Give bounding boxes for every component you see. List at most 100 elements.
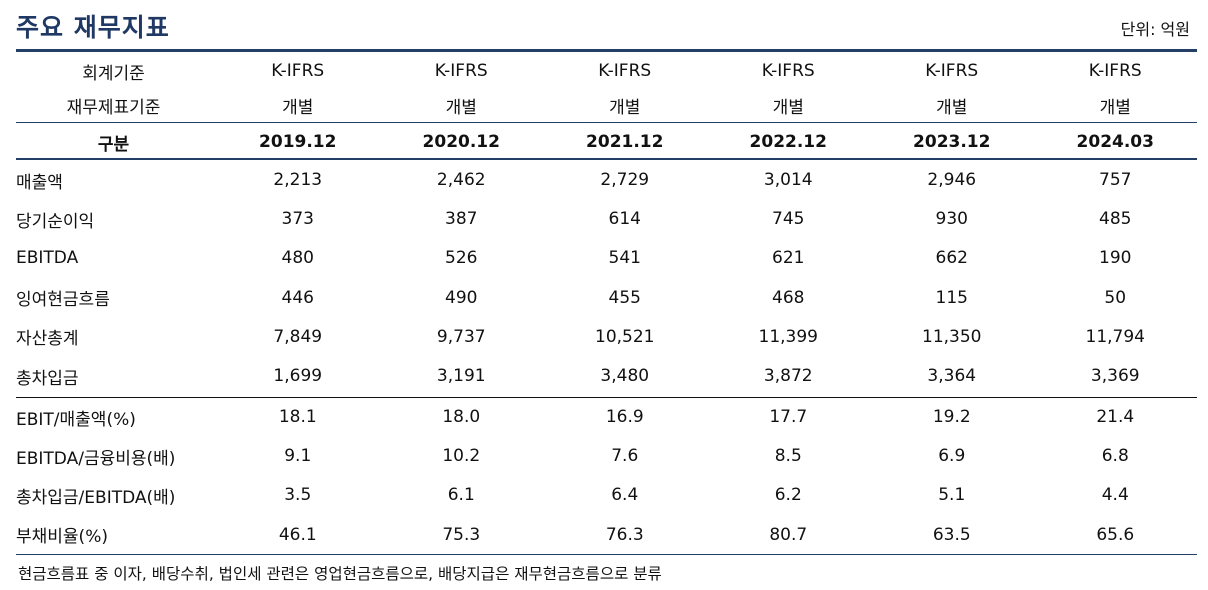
table-cell: 468 — [772, 287, 805, 308]
table-cell: 2021.12 — [586, 132, 664, 152]
row-label: 총차입금/EBITDA(배) — [16, 487, 176, 508]
table-cell: K-IFRS — [925, 61, 979, 81]
basis-rule — [16, 122, 1197, 123]
row-label: 매출액 — [16, 172, 63, 193]
table-cell: 6.4 — [611, 485, 639, 506]
table-cell: 11,794 — [1085, 326, 1145, 347]
table-row: EBITDA/금융비용(배) 9.1 10.2 7.6 8.5 6.9 6.8 — [16, 441, 1197, 471]
table-row: 부채비율(%) 46.1 75.3 76.3 80.7 63.5 65.6 — [16, 520, 1197, 550]
page-title: 주요 재무지표 — [16, 13, 170, 42]
table-cell: K-IFRS — [434, 61, 488, 81]
table-row: EBIT/매출액(%) 18.1 18.0 16.9 17.7 19.2 21.4 — [16, 402, 1197, 432]
table-cell: 65.6 — [1096, 524, 1135, 545]
table-row: 총차입금 1,699 3,191 3,480 3,872 3,364 3,369 — [16, 361, 1197, 391]
row-label: 잉여현금흐름 — [16, 290, 110, 311]
table-cell: 2024.03 — [1076, 132, 1154, 152]
table-cell: 3,369 — [1090, 366, 1140, 386]
table-cell: 3,014 — [763, 170, 813, 190]
basis-row: 회계기준 K-IFRS K-IFRS K-IFRS K-IFRS K-IFRS K-IFRS — [16, 56, 1197, 86]
table-cell: 541 — [608, 248, 641, 269]
table-cell: 2020.12 — [422, 132, 500, 152]
footer-rule — [16, 554, 1197, 555]
table-cell: 16.9 — [605, 407, 644, 427]
table-cell: 387 — [445, 209, 478, 230]
table-cell: 10.2 — [442, 446, 481, 467]
table-cell: 621 — [772, 248, 805, 269]
table-cell: 76.3 — [605, 524, 644, 545]
table-cell: 485 — [1099, 209, 1132, 230]
row-label: 구분 — [97, 134, 130, 155]
table-cell: 2,462 — [436, 170, 486, 190]
table-cell: 9,737 — [436, 326, 486, 347]
table-cell: 개별 — [445, 97, 477, 118]
row-label: EBIT/매출액(%) — [16, 409, 136, 430]
table-cell: 6.2 — [774, 485, 802, 506]
table-cell: 2,946 — [927, 170, 977, 190]
table-cell: 745 — [772, 209, 805, 230]
table-cell: 490 — [445, 287, 478, 308]
row-label: 재무제표기준 — [66, 97, 161, 118]
section-rule — [16, 397, 1197, 398]
table-cell: 18.1 — [278, 407, 317, 427]
table-cell: 190 — [1099, 248, 1132, 269]
table-cell: 115 — [935, 287, 968, 308]
table-cell: 개별 — [1099, 97, 1131, 118]
table-cell: 3,191 — [436, 366, 486, 386]
table-cell: 2,729 — [600, 170, 650, 190]
table-cell: 21.4 — [1096, 407, 1135, 427]
table-cell: K-IFRS — [271, 61, 325, 81]
table-cell: 2023.12 — [913, 132, 991, 152]
table-row: 자산총계 7,849 9,737 10,521 11,399 11,350 11,794 — [16, 322, 1197, 352]
table-cell: 19.2 — [932, 407, 971, 427]
table-cell: 3,480 — [600, 366, 650, 386]
table-cell: K-IFRS — [1088, 61, 1142, 81]
table-cell: 2019.12 — [259, 132, 337, 152]
header-rule — [16, 158, 1197, 160]
table-cell: 4.4 — [1101, 485, 1129, 506]
row-label: 당기순이익 — [16, 211, 95, 232]
table-cell: 446 — [281, 287, 314, 308]
table-cell: 개별 — [282, 97, 314, 118]
top-rule — [16, 49, 1197, 52]
table-cell: 526 — [445, 248, 478, 269]
row-label: 회계기준 — [82, 63, 145, 84]
table-cell: 18.0 — [442, 407, 481, 427]
footnote: 현금흐름표 중 이자, 배당수취, 법인세 관련은 영업현금흐름으로, 배당지급… — [18, 565, 662, 583]
row-label: 부채비율(%) — [16, 527, 108, 548]
table-cell: 3,872 — [763, 366, 813, 386]
table-row: 잉여현금흐름 446 490 455 468 115 50 — [16, 283, 1197, 313]
table-cell: 6.1 — [447, 485, 475, 506]
table-cell: K-IFRS — [761, 61, 815, 81]
table-cell: 17.7 — [769, 407, 808, 427]
table-cell: 757 — [1099, 170, 1132, 190]
table-cell: 480 — [281, 248, 314, 269]
table-cell: 46.1 — [278, 524, 317, 545]
table-cell: 63.5 — [932, 524, 971, 545]
table-cell: 개별 — [772, 97, 804, 118]
table-cell: 11,399 — [758, 326, 818, 347]
basis-row: 재무제표기준 개별 개별 개별 개별 개별 개별 — [16, 90, 1197, 120]
table-cell: 3,364 — [927, 366, 977, 386]
table-cell: 개별 — [936, 97, 968, 118]
table-cell: 455 — [608, 287, 641, 308]
row-label: EBITDA — [16, 248, 79, 269]
table-cell: 9.1 — [284, 446, 312, 467]
table-cell: 2022.12 — [749, 132, 827, 152]
table-row: 총차입금/EBITDA(배) 3.5 6.1 6.4 6.2 5.1 4.4 — [16, 480, 1197, 510]
table-cell: K-IFRS — [598, 61, 652, 81]
table-cell: 930 — [935, 209, 968, 230]
table-cell: 614 — [608, 209, 641, 230]
table-cell: 6.8 — [1101, 446, 1129, 467]
table-cell: 6.9 — [938, 446, 966, 467]
table-cell: 8.5 — [774, 446, 802, 467]
table-cell: 11,350 — [922, 326, 982, 347]
unit-label: 단위: 억원 — [1120, 20, 1190, 39]
table-cell: 2,213 — [273, 170, 323, 190]
row-label: 자산총계 — [16, 329, 79, 350]
table-cell: 373 — [281, 209, 314, 230]
table-cell: 1,699 — [273, 366, 323, 386]
table-row: 당기순이익 373 387 614 745 930 485 — [16, 204, 1197, 234]
table-cell: 10,521 — [595, 326, 655, 347]
table-cell: 7,849 — [273, 326, 323, 347]
table-cell: 80.7 — [769, 524, 808, 545]
